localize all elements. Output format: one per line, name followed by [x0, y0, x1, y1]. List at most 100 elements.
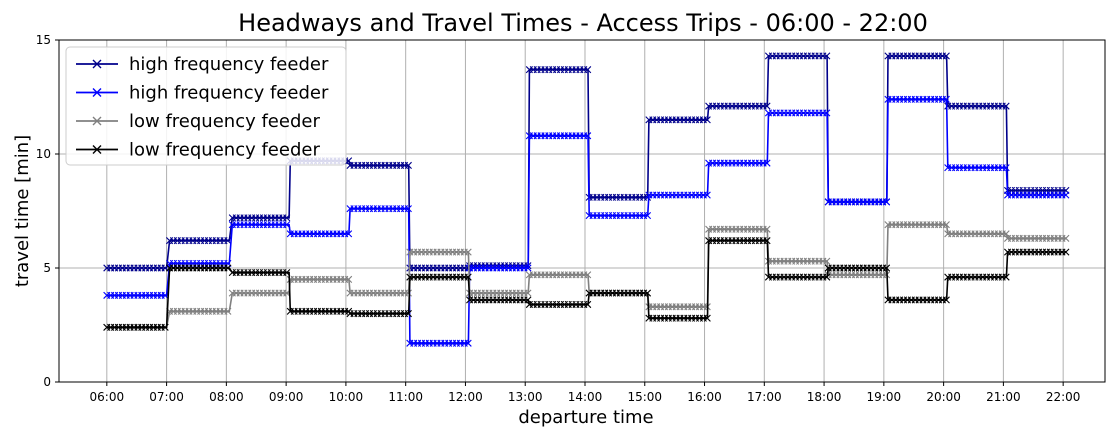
series-markers [103, 264, 169, 272]
x-tick-label: 13:00 [508, 390, 543, 404]
series-markers [645, 116, 711, 124]
series-markers [884, 296, 950, 304]
x-tick-label: 20:00 [926, 390, 961, 404]
legend-label: low frequency feeder [129, 140, 320, 161]
series-markers [466, 262, 532, 270]
x-tick-label: 18:00 [807, 390, 842, 404]
x-tick-label: 22:00 [1046, 390, 1081, 404]
series-markers [286, 275, 353, 283]
series-markers [228, 221, 291, 229]
series-markers [824, 271, 891, 279]
series-markers [165, 307, 232, 315]
legend-marker [92, 59, 102, 69]
series-markers [406, 248, 472, 256]
x-tick-label: 10:00 [329, 390, 364, 404]
series-markers [346, 205, 412, 213]
series-markers [585, 211, 652, 220]
series-markers [884, 95, 950, 103]
series-markers [645, 191, 711, 199]
legend-label: low frequency feeder [129, 111, 320, 132]
series-markers [1003, 248, 1070, 256]
x-tick-label: 19:00 [867, 390, 902, 404]
x-tick-label: 11:00 [388, 390, 423, 404]
series-markers [705, 237, 771, 245]
x-tick-label: 15:00 [627, 390, 662, 404]
series-markers [764, 52, 831, 60]
series-line [106, 55, 1067, 269]
series-3 [103, 237, 1070, 331]
series-markers [705, 102, 771, 110]
series-markers [228, 289, 291, 297]
x-tick-label: 17:00 [747, 390, 782, 404]
series-markers [228, 214, 291, 222]
legend: high frequency feeder high frequency feed… [65, 46, 347, 166]
series-markers [1003, 191, 1070, 199]
series-markers [103, 291, 169, 299]
plot-frame [58, 39, 1106, 383]
series-markers [406, 273, 472, 281]
legend-item: low frequency feeder [76, 140, 320, 161]
legend-item: high frequency feeder [76, 83, 329, 104]
series-markers [585, 289, 652, 297]
legend-marker [92, 145, 102, 154]
series-1 [103, 95, 1070, 347]
series-markers [525, 66, 592, 74]
series-markers [165, 237, 232, 245]
chart-title: Headways and Travel Times - Access Trips… [238, 9, 928, 37]
series-markers [944, 273, 1010, 281]
series-markers [884, 52, 950, 60]
x-axis: 06:00 07:00 08:00 09:00 10:00 11:00 12:00 13:00… [90, 382, 1081, 404]
series-markers [944, 102, 1010, 110]
series-markers [705, 225, 771, 233]
x-tick-label: 08:00 [209, 390, 244, 404]
series-markers [884, 221, 950, 229]
legend-box [65, 46, 347, 166]
legend-item: high frequency feeder [76, 54, 329, 75]
series-markers [764, 273, 831, 281]
series-markers [764, 109, 831, 117]
series-markers [525, 132, 592, 140]
legend-marker [92, 88, 102, 97]
series-markers [824, 198, 891, 206]
series-markers [103, 323, 169, 331]
y-tick-label: 10 [36, 147, 51, 161]
series-line [106, 98, 1067, 345]
x-tick-label: 21:00 [986, 390, 1021, 404]
x-tick-label: 07:00 [149, 390, 184, 404]
series-markers [466, 296, 532, 304]
series-markers [944, 230, 1010, 238]
series-markers [944, 164, 1010, 172]
series-markers [824, 264, 891, 272]
series-markers [406, 339, 472, 347]
series-markers [705, 159, 771, 167]
series-markers [165, 264, 232, 272]
y-axis-label: travel time [min] [12, 135, 33, 287]
y-tick-label: 5 [43, 261, 51, 275]
x-tick-label: 12:00 [448, 390, 483, 404]
series-markers [286, 230, 353, 238]
series-line [106, 239, 1067, 329]
y-tick-label: 15 [36, 33, 51, 47]
series-markers [286, 307, 353, 315]
series-markers [346, 310, 412, 318]
series-markers [346, 289, 412, 297]
legend-marker [92, 116, 102, 126]
series-markers [525, 300, 592, 309]
x-tick-label: 09:00 [269, 390, 304, 404]
y-tick-label: 0 [43, 375, 51, 389]
x-tick-label: 06:00 [90, 390, 125, 404]
series-markers [228, 268, 291, 277]
x-axis-label: departure time [518, 407, 653, 428]
series-markers [346, 161, 412, 169]
x-tick-label: 14:00 [568, 390, 603, 404]
legend-label: high frequency feeder [129, 54, 329, 75]
series-markers [1003, 234, 1070, 242]
x-tick-label: 16:00 [687, 390, 722, 404]
series-markers [165, 259, 232, 268]
series-markers [645, 314, 711, 322]
series-2 [103, 221, 1070, 331]
y-axis: 0 5 10 15 [36, 33, 59, 389]
legend-label: high frequency feeder [129, 83, 329, 104]
series-markers [525, 271, 592, 279]
